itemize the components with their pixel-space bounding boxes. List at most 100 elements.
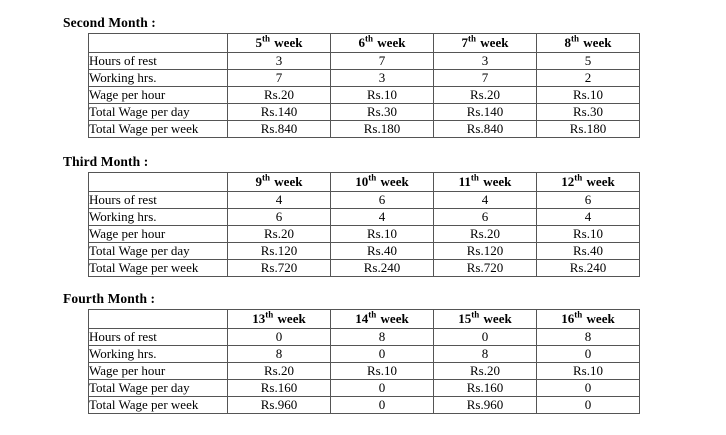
table-row: Hours of rest 4 6 4 6 (88, 191, 640, 209)
month-table: 5th week 6th week 7th week 8th week Hours of… (88, 33, 640, 138)
row-label-cell: Total Wage per day (88, 242, 228, 260)
table-row: Working hrs. 6 4 6 4 (88, 208, 640, 226)
value-cell: Rs.180 (330, 120, 434, 138)
value-cell: Rs.160 (227, 379, 331, 397)
row-label-cell: Total Wage per day (88, 379, 228, 397)
value-cell: Rs.40 (330, 242, 434, 260)
row-label-cell: Wage per hour (88, 86, 228, 104)
row-label-cell: Hours of rest (88, 328, 228, 346)
row-label-cell: Total Wage per day (88, 103, 228, 121)
month-title: Fourth Month : (63, 291, 156, 306)
row-label-cell: Hours of rest (88, 52, 228, 70)
table-row: Working hrs. 7 3 7 2 (88, 69, 640, 87)
value-cell: 0 (433, 328, 537, 346)
week-word: week (586, 311, 615, 326)
value-cell: Rs.10 (330, 86, 434, 104)
row-label-cell: Total Wage per week (88, 120, 228, 138)
value-cell: 4 (433, 191, 537, 209)
value-cell: Rs.960 (227, 396, 331, 414)
row-label-cell: Total Wage per week (88, 396, 228, 414)
table-header-row: 5th week 6th week 7th week 8th week (88, 33, 640, 53)
table-header-row: 9th week 10th week 11th week 12th week (88, 172, 640, 192)
value-cell: Rs.10 (536, 225, 640, 243)
value-cell: Rs.840 (227, 120, 331, 138)
ordinal-suffix: th (571, 33, 580, 44)
month-section-second-month: Second Month :5th week 6th week 7th week 8t… (63, 15, 640, 138)
month-section-third-month: Third Month :9th week 10th week 11th week 1… (63, 154, 640, 277)
week-header-cell: 12th week (536, 172, 640, 192)
week-number: 9 (255, 174, 263, 189)
value-cell: Rs.20 (227, 225, 331, 243)
week-word: week (483, 174, 512, 189)
week-word: week (274, 35, 303, 50)
week-word: week (586, 174, 615, 189)
week-number: 12 (561, 174, 575, 189)
value-cell: 6 (227, 208, 331, 226)
value-cell: Rs.240 (536, 259, 640, 277)
ordinal-suffix: th (368, 309, 377, 320)
week-header-cell: 14th week (330, 309, 434, 329)
value-cell: Rs.20 (433, 362, 537, 380)
value-cell: 3 (227, 52, 331, 70)
week-number: 10 (355, 174, 369, 189)
value-cell: Rs.40 (536, 242, 640, 260)
month-title: Second Month : (63, 15, 156, 30)
week-word: week (277, 311, 306, 326)
week-header-cell: 16th week (536, 309, 640, 329)
value-cell: 6 (536, 191, 640, 209)
value-cell: Rs.30 (330, 103, 434, 121)
ordinal-suffix: th (262, 33, 271, 44)
week-number: 16 (561, 311, 575, 326)
week-word: week (583, 35, 612, 50)
ordinal-suffix: th (471, 309, 480, 320)
table-row: Total Wage per week Rs.720 Rs.240 Rs.720 Rs.… (88, 259, 640, 277)
value-cell: 0 (536, 396, 640, 414)
value-cell: 0 (330, 396, 434, 414)
week-number: 8 (564, 35, 572, 50)
table-row: Wage per hour Rs.20 Rs.10 Rs.20 Rs.10 (88, 86, 640, 104)
week-header-cell: 15th week (433, 309, 537, 329)
value-cell: 6 (433, 208, 537, 226)
value-cell: Rs.20 (433, 86, 537, 104)
week-word: week (377, 35, 406, 50)
value-cell: 0 (536, 379, 640, 397)
value-cell: 3 (330, 69, 434, 87)
week-number: 15 (458, 311, 472, 326)
row-label-cell: Working hrs. (88, 208, 228, 226)
week-word: week (480, 35, 509, 50)
value-cell: Rs.160 (433, 379, 537, 397)
table-row: Wage per hour Rs.20 Rs.10 Rs.20 Rs.10 (88, 225, 640, 243)
ordinal-suffix: th (574, 172, 583, 183)
value-cell: 8 (227, 345, 331, 363)
week-number: 11 (458, 174, 471, 189)
table-row: Total Wage per week Rs.840 Rs.180 Rs.840 Rs.… (88, 120, 640, 138)
value-cell: 5 (536, 52, 640, 70)
table-row: Working hrs. 8 0 8 0 (88, 345, 640, 363)
month-table: 9th week 10th week 11th week 12th week Hours… (88, 172, 640, 277)
table-row: Total Wage per day Rs.140 Rs.30 Rs.140 Rs.30 (88, 103, 640, 121)
week-number: 7 (461, 35, 469, 50)
month-table: 13th week 14th week 15th week 16th week Hour… (88, 309, 640, 414)
value-cell: 7 (433, 69, 537, 87)
ordinal-suffix: th (368, 172, 377, 183)
week-header-cell: 6th week (330, 33, 434, 53)
ordinal-suffix: th (365, 33, 374, 44)
value-cell: Rs.180 (536, 120, 640, 138)
month-title: Third Month : (63, 154, 149, 169)
week-word: week (274, 174, 303, 189)
value-cell: 4 (536, 208, 640, 226)
value-cell: Rs.720 (433, 259, 537, 277)
table-row: Total Wage per day Rs.160 0 Rs.160 0 (88, 379, 640, 397)
value-cell: 4 (227, 191, 331, 209)
week-number: 14 (355, 311, 369, 326)
value-cell: 8 (330, 328, 434, 346)
week-number: 13 (252, 311, 266, 326)
table-row: Total Wage per week Rs.960 0 Rs.960 0 (88, 396, 640, 414)
value-cell: Rs.20 (433, 225, 537, 243)
value-cell: Rs.10 (536, 362, 640, 380)
value-cell: Rs.10 (330, 362, 434, 380)
row-label-cell: Working hrs. (88, 345, 228, 363)
value-cell: 3 (433, 52, 537, 70)
week-header-cell: 11th week (433, 172, 537, 192)
value-cell: 0 (330, 345, 434, 363)
